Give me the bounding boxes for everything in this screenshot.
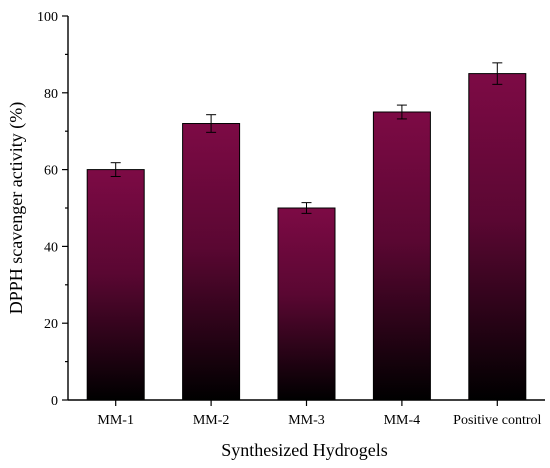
- error-bar-mm-1: [110, 162, 121, 178]
- x-tick-label: MM-1: [97, 413, 134, 428]
- y-tick-label: 60: [44, 164, 58, 179]
- error-bar-mm-3: [301, 202, 312, 214]
- error-bar-mm-4: [396, 104, 407, 120]
- bar-positive-control: [468, 73, 527, 401]
- y-tick-label: 40: [44, 240, 58, 255]
- error-bar-mm-2: [206, 114, 217, 133]
- bar-mm-2: [182, 123, 241, 401]
- bars-layer: [86, 73, 527, 401]
- bar-mm-4: [372, 111, 431, 401]
- x-tick-label: Positive control: [453, 413, 541, 428]
- error-bars-layer: [110, 62, 503, 214]
- bar-mm-3: [277, 207, 336, 401]
- x-tick-label: MM-4: [384, 413, 421, 428]
- x-ticks: MM-1 MM-2 MM-3 MM-4 Positive control: [97, 400, 542, 428]
- y-tick-label: 100: [37, 10, 58, 25]
- y-axis-title: DPPH scavenger activity (%): [6, 102, 27, 314]
- y-ticks: 0 20 40 60 80 100: [37, 10, 68, 409]
- x-axis-title: Synthesized Hydrogels: [221, 440, 387, 460]
- y-tick-label: 80: [44, 87, 58, 102]
- x-tick-label: MM-2: [193, 413, 230, 428]
- x-tick-label: MM-3: [288, 413, 325, 428]
- y-tick-label: 20: [44, 317, 58, 332]
- bar-mm-1: [86, 169, 145, 401]
- y-tick-label: 0: [51, 394, 58, 409]
- error-bar-positive-control: [492, 62, 503, 85]
